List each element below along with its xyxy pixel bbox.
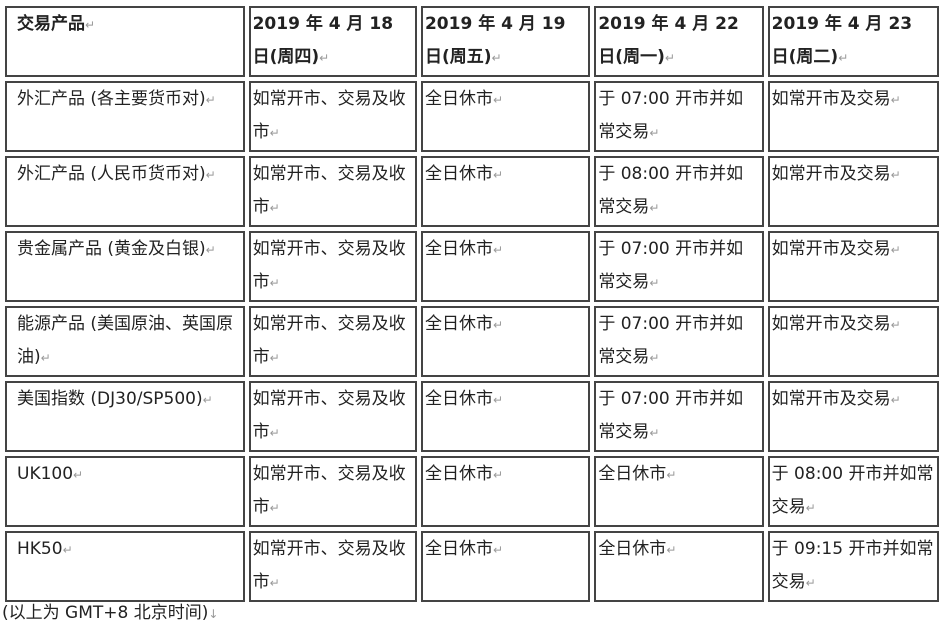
schedule-cell: 于 07:00 开市并如常交易↵	[594, 306, 764, 377]
product-cell: 能源产品 (美国原油、英国原油)↵	[5, 306, 245, 377]
schedule-cell: 于 08:00 开市并如常交易↵	[767, 456, 939, 527]
table-row: 外汇产品 (各主要货币对)↵ 如常开市、交易及收市↵ 全日休市↵ 于 07:00 开市…	[5, 81, 939, 152]
schedule-cell: 如常开市、交易及收市↵	[248, 81, 417, 152]
holiday-schedule-table: 交易产品↵ 2019 年 4 月 18 日(周四)↵ 2019 年 4 月 19…	[1, 2, 939, 606]
table-row: 外汇产品 (人民币货币对)↵ 如常开市、交易及收市↵ 全日休市↵ 于 08:00 开市…	[5, 156, 939, 227]
schedule-cell: 全日休市↵	[420, 531, 591, 602]
product-cell: HK50↵	[5, 531, 245, 602]
schedule-cell: 于 07:00 开市并如常交易↵	[594, 231, 764, 302]
schedule-cell: 如常开市及交易↵	[767, 231, 939, 302]
schedule-cell: 如常开市及交易↵	[767, 381, 939, 452]
schedule-cell: 如常开市及交易↵	[767, 81, 939, 152]
schedule-cell: 全日休市↵	[420, 156, 591, 227]
schedule-cell: 于 07:00 开市并如常交易↵	[594, 381, 764, 452]
schedule-cell: 于 08:00 开市并如常交易↵	[594, 156, 764, 227]
schedule-cell: 于 09:15 开市并如常交易↵	[767, 531, 939, 602]
header-date: 2019 年 4 月 23 日(周二)↵	[767, 6, 939, 77]
product-cell: 贵金属产品 (黄金及白银)↵	[5, 231, 245, 302]
schedule-cell: 全日休市↵	[420, 81, 591, 152]
table-row: 能源产品 (美国原油、英国原油)↵ 如常开市、交易及收市↵ 全日休市↵ 于 07:00…	[5, 306, 939, 377]
header-row: 交易产品↵ 2019 年 4 月 18 日(周四)↵ 2019 年 4 月 19…	[5, 6, 939, 77]
table-row: UK100↵ 如常开市、交易及收市↵ 全日休市↵ 全日休市↵ 于 08:00 开市并如常…	[5, 456, 939, 527]
schedule-cell: 如常开市、交易及收市↵	[248, 531, 417, 602]
header-date: 2019 年 4 月 18 日(周四)↵	[248, 6, 417, 77]
schedule-cell: 如常开市、交易及收市↵	[248, 156, 417, 227]
schedule-cell: 如常开市、交易及收市↵	[248, 456, 417, 527]
product-cell: 外汇产品 (各主要货币对)↵	[5, 81, 245, 152]
schedule-cell: 全日休市↵	[420, 306, 591, 377]
schedule-cell: 如常开市、交易及收市↵	[248, 306, 417, 377]
product-cell: 外汇产品 (人民币货币对)↵	[5, 156, 245, 227]
header-date: 2019 年 4 月 19 日(周五)↵	[420, 6, 591, 77]
schedule-cell: 全日休市↵	[594, 531, 764, 602]
schedule-cell: 全日休市↵	[420, 456, 591, 527]
table-row: 贵金属产品 (黄金及白银)↵ 如常开市、交易及收市↵ 全日休市↵ 于 07:00 开市…	[5, 231, 939, 302]
product-cell: UK100↵	[5, 456, 245, 527]
schedule-cell: 如常开市、交易及收市↵	[248, 381, 417, 452]
schedule-cell: 全日休市↵	[420, 381, 591, 452]
table-row: HK50↵ 如常开市、交易及收市↵ 全日休市↵ 全日休市↵ 于 09:15 开市并如常交…	[5, 531, 939, 602]
schedule-cell: 如常开市及交易↵	[767, 156, 939, 227]
table-row: 美国指数 (DJ30/SP500)↵ 如常开市、交易及收市↵ 全日休市↵ 于 07:0…	[5, 381, 939, 452]
product-cell: 美国指数 (DJ30/SP500)↵	[5, 381, 245, 452]
schedule-cell: 于 07:00 开市并如常交易↵	[594, 81, 764, 152]
timezone-note: (以上为 GMT+8 北京时间)↓	[2, 603, 219, 623]
schedule-cell: 如常开市、交易及收市↵	[248, 231, 417, 302]
schedule-cell: 如常开市及交易↵	[767, 306, 939, 377]
header-product: 交易产品↵	[5, 6, 245, 77]
schedule-cell: 全日休市↵	[594, 456, 764, 527]
header-date: 2019 年 4 月 22 日(周一)↵	[594, 6, 764, 77]
schedule-cell: 全日休市↵	[420, 231, 591, 302]
